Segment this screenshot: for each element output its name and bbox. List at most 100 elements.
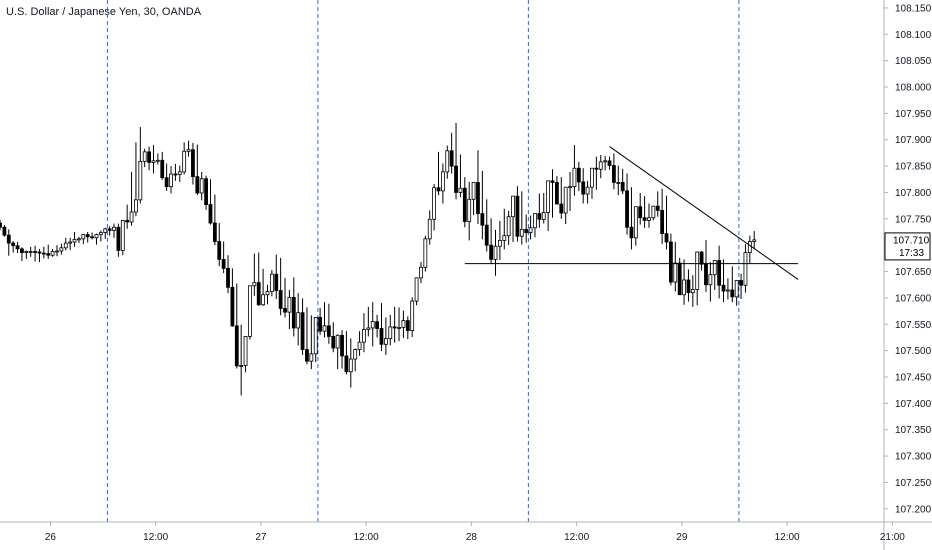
candle-body [493,245,498,260]
price-tick-label: 107.950 [895,109,932,120]
candle [708,262,713,302]
candle-body [629,226,634,239]
candle-body [673,262,678,283]
candle-body [344,355,349,373]
candle [554,176,559,205]
candle-body [186,149,191,152]
price-tick-label: 107.500 [895,346,932,357]
candle-body [405,320,410,331]
candle-body [226,267,230,288]
candle-body [647,217,651,221]
candle [322,302,327,338]
candle-body [511,195,515,218]
candle-body [440,171,445,192]
candle-body [155,159,160,162]
candle [94,233,99,245]
candle [612,153,616,190]
candle [85,232,90,243]
candle-body [743,252,748,286]
price-tick-label: 108.150 [895,3,932,14]
candle [379,303,384,352]
candle-body [309,353,314,362]
candle-body [98,232,103,236]
candle [506,210,511,246]
price-tick-label: 107.200 [895,504,932,515]
candle-body [248,285,252,337]
candle-body [283,308,287,313]
candle-body [208,204,213,224]
candle [226,255,230,294]
candle [103,227,108,239]
candle [388,314,393,346]
time-tick-label: 21:00 [880,532,905,543]
candle-body [633,206,638,239]
candle [199,171,204,201]
candle [72,232,77,247]
candle-body [239,364,244,367]
candle [563,186,568,225]
candle [537,193,542,228]
candle-body [318,317,323,332]
price-tick-label: 108.100 [895,30,932,41]
price-tick-label: 108.000 [895,83,932,94]
candle-body [177,171,182,175]
candle [248,285,252,340]
time-tick-label: 27 [255,532,267,543]
candle-body [199,178,204,194]
candle [480,170,485,240]
candle-body [638,206,643,219]
candle-body [445,150,450,173]
candle-body [603,160,608,163]
price-tick-label: 107.300 [895,452,932,463]
candle [283,277,287,318]
candle [335,334,340,370]
price-tick-label: 107.850 [895,162,932,173]
candle-body [120,219,125,251]
candle [607,156,612,170]
price-tick-label: 107.600 [895,293,932,304]
candle [375,314,380,338]
countdown-timer: 17:33 [899,248,924,259]
time-tick-label: 12:00 [775,532,800,543]
candle [502,208,507,250]
candle-body [204,178,208,205]
candle [212,194,217,246]
price-tick-label: 107.650 [895,267,932,278]
candle-body [528,227,533,233]
candle [414,277,419,306]
candle [239,324,244,396]
candle-body [721,284,726,292]
candle [519,191,524,245]
candle [344,331,349,375]
candle [638,192,643,225]
candle [164,163,169,191]
candle [712,260,717,290]
candle [647,203,651,228]
candle-body [699,251,704,265]
candle [695,251,700,306]
candle-body [41,252,46,255]
candle [682,259,686,305]
candle-body [33,251,37,253]
candle [752,230,757,249]
candle-body [353,349,358,360]
candle-body [585,186,590,195]
candle [423,235,428,272]
candle-body [712,260,717,276]
candle [366,306,371,337]
session-break-lines [106,0,740,522]
time-tick-label: 12:00 [354,532,379,543]
candle-body [686,279,691,294]
candle-body [261,294,266,306]
candle-body [458,187,463,193]
candle [90,232,94,240]
candle [357,331,362,356]
candle [195,144,200,196]
candle [440,163,445,204]
time-tick-label: 12:00 [143,532,168,543]
price-axis: 108.150 108.100 108.050 108.000 107.950 107.9… [883,0,932,550]
candle-body [46,253,51,256]
price-tick-label: 107.400 [895,399,932,410]
candle-body [129,211,134,223]
